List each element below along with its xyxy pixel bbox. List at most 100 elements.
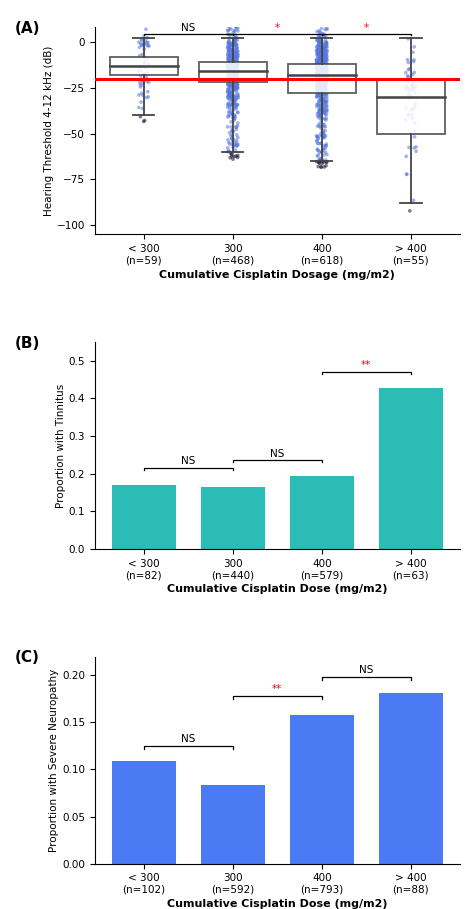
Point: [318, 135, 325, 150]
Point: [230, 42, 237, 56]
Point: [317, 72, 324, 86]
Point: [317, 112, 325, 126]
Point: [234, 59, 241, 74]
Point: [226, 48, 234, 63]
Point: [323, 22, 331, 36]
Point: [232, 138, 240, 153]
Text: *: *: [275, 24, 280, 34]
Point: [230, 47, 238, 62]
Point: [224, 59, 232, 74]
Point: [232, 82, 240, 96]
Point: [234, 65, 241, 79]
Point: [313, 133, 321, 147]
Point: [313, 44, 320, 58]
Point: [320, 67, 328, 82]
Point: [233, 41, 241, 55]
Point: [409, 77, 417, 92]
Point: [145, 39, 153, 54]
Point: [232, 44, 239, 58]
Point: [225, 81, 233, 95]
Point: [224, 61, 231, 75]
Point: [317, 66, 324, 81]
Point: [224, 85, 231, 100]
Point: [226, 90, 233, 105]
Point: [314, 66, 321, 81]
Point: [232, 18, 239, 33]
X-axis label: Cumulative Cisplatin Dosage (mg/m2): Cumulative Cisplatin Dosage (mg/m2): [159, 270, 395, 280]
Point: [315, 65, 323, 80]
Point: [224, 51, 231, 65]
Point: [234, 72, 242, 86]
Point: [140, 56, 147, 71]
Point: [410, 53, 418, 67]
Point: [313, 128, 320, 143]
Point: [314, 79, 322, 94]
Point: [322, 138, 330, 153]
Point: [225, 37, 232, 52]
Point: [321, 38, 328, 53]
Point: [322, 138, 329, 153]
Point: [231, 35, 238, 50]
Point: [226, 62, 234, 76]
Point: [226, 22, 234, 36]
Point: [319, 64, 327, 78]
Point: [234, 118, 241, 133]
Point: [232, 80, 240, 95]
Point: [321, 76, 329, 91]
Point: [319, 69, 327, 84]
Point: [323, 155, 330, 170]
Point: [143, 90, 150, 105]
Point: [225, 44, 232, 58]
Point: [224, 58, 231, 73]
Point: [323, 95, 331, 109]
Point: [232, 119, 239, 134]
Point: [230, 42, 237, 56]
Point: [315, 94, 323, 108]
Point: [233, 69, 241, 84]
Point: [233, 79, 240, 94]
Point: [412, 144, 420, 158]
Point: [137, 95, 145, 109]
Point: [318, 92, 326, 106]
Point: [404, 108, 412, 123]
Point: [226, 87, 233, 102]
Point: [321, 64, 329, 78]
Point: [233, 81, 240, 95]
Point: [315, 42, 323, 56]
Point: [321, 43, 328, 57]
Point: [234, 74, 242, 88]
Point: [319, 64, 327, 78]
Point: [230, 52, 238, 66]
Point: [323, 36, 330, 51]
Point: [228, 131, 236, 145]
Point: [231, 4, 239, 18]
Point: [319, 144, 327, 158]
Point: [317, 34, 325, 48]
Point: [322, 113, 330, 127]
Point: [229, 48, 237, 63]
Point: [322, 111, 330, 125]
Point: [316, 75, 323, 90]
Point: [318, 75, 326, 89]
Point: [409, 78, 416, 93]
Point: [230, 97, 238, 112]
Point: [316, 15, 323, 29]
Point: [316, 67, 323, 82]
Point: [318, 71, 326, 85]
Point: [322, 81, 329, 95]
Point: [228, 59, 236, 74]
Point: [323, 67, 330, 82]
Point: [229, 46, 237, 61]
Point: [231, 80, 239, 95]
Point: [321, 62, 328, 76]
Point: [313, 55, 321, 70]
Point: [315, 81, 323, 95]
Point: [314, 45, 322, 60]
Point: [320, 59, 328, 74]
Point: [225, 35, 233, 49]
Point: [320, 126, 328, 141]
Point: [410, 40, 418, 55]
Point: [313, 142, 321, 156]
Point: [232, 28, 239, 43]
Point: [228, 51, 236, 65]
